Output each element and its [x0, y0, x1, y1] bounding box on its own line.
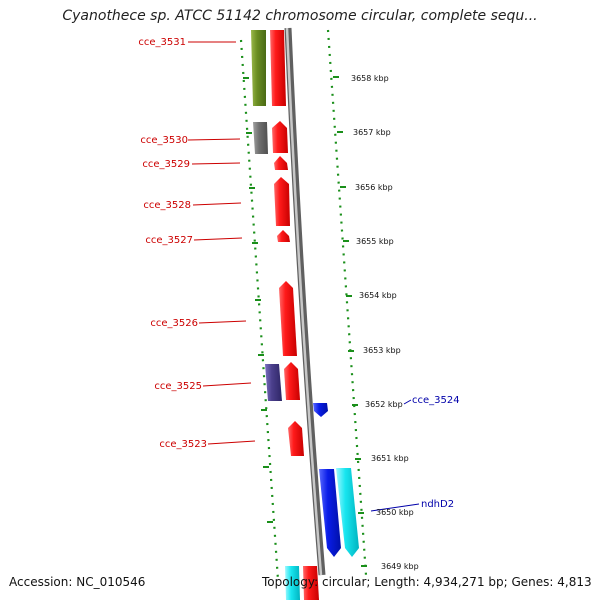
gene-label-cce_3524[interactable]: cce_3524: [412, 395, 460, 406]
scale-tick-label: 3653 kbp: [363, 346, 401, 355]
right-leaders: [370, 399, 420, 512]
gene-label-cce_3523[interactable]: cce_3523: [159, 439, 207, 450]
outer-ticks: [333, 76, 367, 567]
gene-label-cce_3526[interactable]: cce_3526: [150, 318, 198, 329]
backbone-highlight: [285, 27, 323, 576]
scale-tick-label: 3658 kbp: [351, 74, 389, 83]
gene-label-cce_3531[interactable]: cce_3531: [138, 37, 186, 48]
scale-tick-label: 3652 kbp: [365, 400, 403, 409]
gene-cce_3527[interactable]: [277, 230, 290, 242]
inner-ruler-line: [239, 39, 280, 581]
map-title: Cyanothece sp. ATCC 51142 chromosome cir…: [62, 8, 538, 24]
ruler-dots: [239, 29, 368, 581]
gene-label-cce_3527[interactable]: cce_3527: [145, 235, 193, 246]
leader-line: [207, 440, 256, 445]
leader-line: [193, 237, 243, 241]
scale-tick-label: 3651 kbp: [371, 454, 409, 463]
gene-bottom-red[interactable]: [303, 566, 319, 600]
gene-ndhD2-cyan[interactable]: [336, 468, 359, 557]
gene-cce_3530-gray[interactable]: [253, 122, 268, 154]
right-gene-labels: cce_3524 ndhD2: [412, 395, 460, 510]
scale-labels: 3658 kbp 3657 kbp 3656 kbp 3655 kbp 3654…: [351, 74, 419, 571]
gene-cce_3528[interactable]: [274, 177, 290, 226]
left-gene-labels: cce_3531 cce_3530 cce_3529 cce_3528 cce_…: [138, 37, 207, 450]
gene-cce_3523[interactable]: [288, 421, 304, 456]
gene-cce_3531-olive[interactable]: [251, 30, 266, 106]
scale-tick-label: 3656 kbp: [355, 183, 393, 192]
scale-tick-label: 3655 kbp: [356, 237, 394, 246]
gene-label-cce_3525[interactable]: cce_3525: [154, 381, 202, 392]
scale-tick-label: 3654 kbp: [359, 291, 397, 300]
gene-cce_3526[interactable]: [279, 281, 297, 356]
leader-line: [187, 138, 241, 141]
chromosome-backbone: [284, 27, 326, 576]
gene-bottom-cyan[interactable]: [285, 566, 300, 600]
scale-tick-label: 3650 kbp: [376, 508, 414, 517]
gene-features: [251, 30, 359, 600]
gene-cce_3530[interactable]: [272, 121, 288, 153]
gene-cce_3525[interactable]: [284, 362, 300, 400]
gene-cce_3524[interactable]: [313, 403, 328, 417]
inner-ticks: [243, 77, 273, 523]
leader-line: [192, 202, 242, 206]
leader-line: [370, 503, 420, 512]
gene-label-cce_3528[interactable]: cce_3528: [143, 200, 191, 211]
gene-label-ndhD2[interactable]: ndhD2: [421, 499, 454, 510]
gene-cce_3525-purple[interactable]: [265, 364, 282, 401]
gene-label-cce_3529[interactable]: cce_3529: [142, 159, 190, 170]
accession-text: Accession: NC_010546: [9, 575, 146, 589]
gene-cce_3531[interactable]: [270, 30, 286, 106]
genome-summary-text: Topology: circular; Length: 4,934,271 bp…: [262, 575, 592, 589]
scale-tick-label: 3657 kbp: [353, 128, 391, 137]
gene-ndhD2-blue[interactable]: [319, 469, 341, 557]
gene-cce_3529[interactable]: [274, 156, 288, 170]
scale-tick-label: 3649 kbp: [381, 562, 419, 571]
leader-line: [191, 162, 241, 165]
leader-line: [403, 399, 412, 405]
gene-label-cce_3530[interactable]: cce_3530: [140, 135, 188, 146]
leader-line: [198, 320, 247, 324]
left-leaders: [187, 41, 256, 445]
leader-line: [202, 382, 252, 387]
outer-ruler-line: [326, 29, 368, 576]
